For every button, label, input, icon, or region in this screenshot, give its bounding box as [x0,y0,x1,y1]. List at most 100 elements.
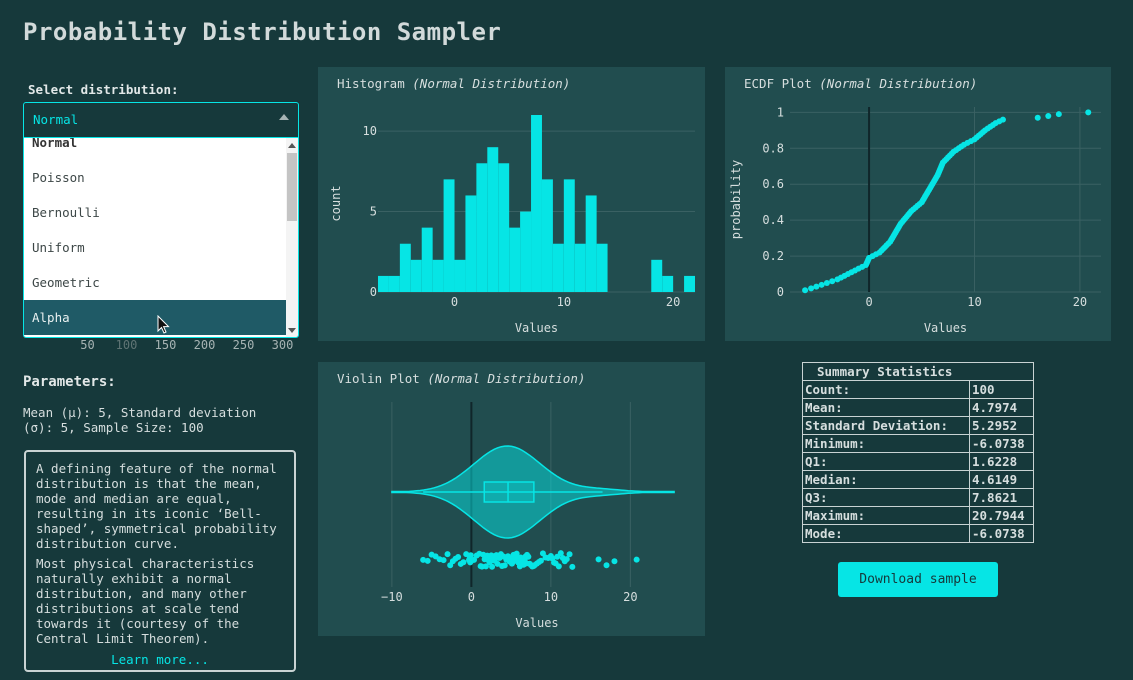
ecdf-y-tick-label: 0.2 [762,249,784,263]
histogram-bar [509,227,521,292]
histogram-bar [399,243,411,292]
violin-sample-point [611,558,618,565]
ecdf-y-tick-label: 0.4 [762,213,784,227]
violin-sample-point [482,563,489,570]
option-poisson[interactable]: Poisson [32,170,85,185]
violin-x-tick-label: 10 [544,590,558,604]
histogram-bar [498,163,510,292]
caret-up-icon[interactable] [279,114,289,120]
table-row: Standard Deviation: 5.2952 [802,416,1034,435]
violin-sample-point [569,563,576,570]
violin-sample-point [424,557,431,564]
option-geometric[interactable]: Geometric [32,275,100,290]
ecdf-panel: ECDF Plot (Normal Distribution) 0 0.2 0.4 0… [725,67,1111,341]
sample-size-slider-ticks[interactable]: 50 100 150 200 250 300 [68,338,302,352]
histogram-bar [465,195,477,292]
histogram-bar [378,275,389,292]
histogram-chart[interactable]: 0 5 10 0 10 20 Values count [318,67,705,341]
option-uniform[interactable]: Uniform [32,240,85,255]
scroll-thumb[interactable] [287,153,297,221]
violin-sample-point [603,562,610,569]
option-bernoulli[interactable]: Bernoulli [32,205,100,220]
ecdf-point [1085,109,1092,116]
summary-statistics-table: Summary Statistics Count: 100 Mean: 4.7974… [802,362,1034,543]
violin-sample-point [501,562,508,569]
histogram-bar [476,163,488,292]
ecdf-x-tick-label: 20 [1073,295,1087,309]
violin-x-axis-title: Values [515,616,558,630]
stat-value: 100 [969,380,1034,399]
histogram-y-tick-label: 0 [370,285,377,299]
histogram-bar [541,179,553,292]
violin-sample-point [460,559,467,566]
dropdown-selected-value: Normal [33,112,79,127]
histogram-bar [410,259,422,292]
stat-label: Minimum: [802,434,970,453]
histogram-x-tick-label: 20 [666,295,680,309]
stat-label: Median: [802,470,970,489]
violin-x-tick-label: 0 [468,590,475,604]
stat-label: Standard Deviation: [802,416,970,435]
histogram-bar [454,259,466,292]
app-title: Probability Distribution Sampler [23,18,502,46]
violin-sample-point [566,551,573,558]
histogram-bar [443,179,455,292]
learn-more-link[interactable]: Learn more... [111,652,209,667]
violin-sample-point [455,553,462,560]
histogram-y-tick-label: 10 [363,124,377,138]
dropdown-divider [24,137,298,138]
stat-label: Q3: [802,488,970,507]
info-paragraph-2: Most physical characteristics naturally … [36,556,255,646]
ecdf-point [818,281,825,288]
histogram-bar [531,115,542,292]
histogram-y-axis-title: count [329,185,343,221]
stat-label: Maximum: [802,506,970,525]
ecdf-point [802,287,809,294]
histogram-title: Histogram (Normal Distribution) [337,76,570,91]
slider-tick: 250 [232,338,255,352]
violin-sample-point [563,556,570,563]
table-row: Maximum: 20.7944 [802,506,1034,525]
option-alpha[interactable]: Alpha [24,300,286,335]
violin-sample-point [555,563,562,570]
ecdf-point [1034,114,1041,121]
histogram-x-axis-title: Values [515,321,558,335]
ecdf-point [829,278,836,285]
violin-sample-point [513,550,520,557]
table-row: Q1: 1.6228 [802,452,1034,471]
ecdf-point [808,285,815,292]
distribution-dropdown[interactable]: Normal Normal Poisson Bernoulli Uniform … [23,102,299,338]
table-row: Median: 4.6149 [802,470,1034,489]
violin-x-tick-label: −10 [381,590,403,604]
violin-sample-point [440,557,447,564]
slider-tick: 150 [154,338,177,352]
scroll-down-arrow-icon[interactable] [288,328,296,333]
mouse-pointer-icon [157,315,170,334]
distribution-info-box: A defining feature of the normal distrib… [24,450,296,672]
table-row: Q3: 7.8621 [802,488,1034,507]
histogram-bar [432,259,444,292]
stat-value: -6.0738 [969,434,1034,453]
histogram-bar [487,147,499,292]
histogram-bar [552,243,564,292]
violin-chart[interactable]: −10 0 10 20 Values [318,362,705,636]
ecdf-y-tick-label: 0.6 [762,177,784,191]
option-normal[interactable]: Normal [32,138,78,150]
slider-tick: 300 [271,338,294,352]
histogram-bar [596,243,608,292]
scroll-up-arrow-icon[interactable] [288,143,296,148]
table-row: Count: 100 [802,380,1034,399]
table-row: Mode: -6.0738 [802,524,1034,543]
dropdown-scrollbar[interactable] [286,138,298,337]
select-distribution-label: Select distribution: [28,82,179,97]
table-row: Minimum: -6.0738 [802,434,1034,453]
histogram-subtitle: (Normal Distribution) [412,76,571,91]
histogram-bar [585,195,597,292]
ecdf-x-axis-title: Values [924,321,967,335]
violin-sample-point [444,551,451,558]
download-sample-button[interactable]: Download sample [838,562,998,597]
violin-x-tick-label: 20 [623,590,637,604]
histogram-x-tick-label: 0 [451,295,458,309]
stat-label: Count: [802,380,970,399]
